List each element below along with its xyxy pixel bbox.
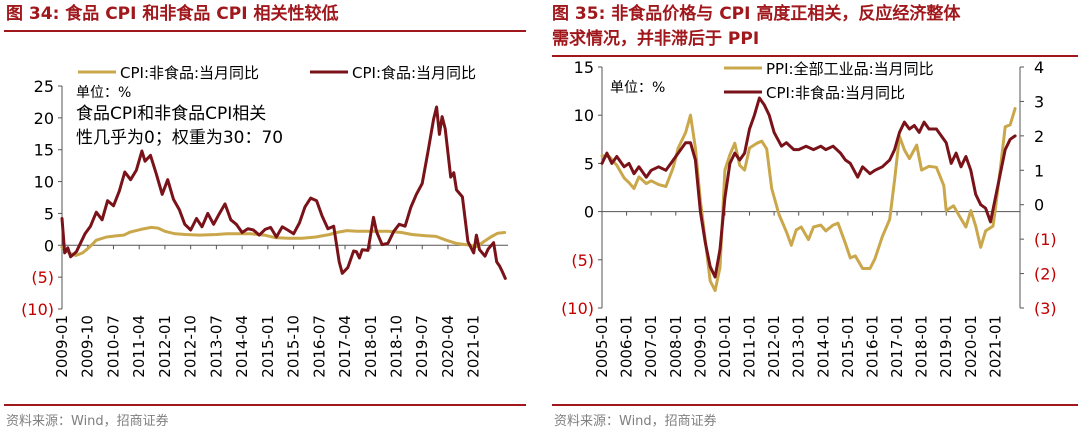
y-tick-label: 0 (584, 203, 594, 222)
legend-label-2: CPI:食品:当月同比 (352, 64, 476, 82)
figure-title: 图 34: 食品 CPI 和非食品 CPI 相关性较低 (6, 4, 339, 24)
y-tick-label: 5 (584, 154, 594, 173)
correlation-note-line-2: 性几乎为0；权重为30：70 (76, 128, 283, 148)
x-tick-label: 2013-01 (790, 315, 808, 378)
x-tick-label: 2015-01 (839, 315, 857, 378)
x-tick-label: 2012-01 (765, 315, 783, 378)
y2-tick-label: 4 (1034, 58, 1044, 77)
x-tick-label: 2011-01 (741, 315, 759, 378)
source-rule (4, 404, 526, 406)
x-tick-label: 2008-01 (667, 315, 685, 378)
y-tick-label: (10) (561, 299, 594, 318)
x-tick-label: 2011-04 (130, 315, 148, 378)
y2-tick-label: (1) (1034, 230, 1057, 249)
y-tick-label: 10 (574, 106, 594, 125)
y-tick-label: (5) (571, 251, 594, 270)
x-tick-label: 2021-01 (986, 315, 1004, 378)
figure-title-line-1: 图 35: 非食品价格与 CPI 高度正相关，反应经济整体 (552, 4, 961, 24)
y-tick-label: (5) (31, 268, 54, 287)
y2-tick-label: 0 (1034, 196, 1044, 215)
x-tick-label: 2021-01 (465, 315, 483, 378)
x-tick-label: 2006-01 (618, 315, 636, 378)
y-tick-label: 25 (34, 77, 54, 96)
x-tick-label: 2009-01 (53, 315, 71, 378)
y2-tick-label: 2 (1034, 127, 1044, 146)
x-tick-label: 2017-04 (336, 315, 354, 378)
series-line-1 (60, 225, 507, 257)
y-tick-label: 15 (574, 58, 594, 77)
x-tick-label: 2005-01 (593, 315, 611, 378)
y-tick-label: 20 (34, 109, 54, 128)
title-rule (4, 30, 526, 32)
x-tick-label: 2009-01 (691, 315, 709, 378)
x-tick-label: 2010-01 (716, 315, 734, 378)
source-note: 资料来源：Wind，招商证券 (554, 414, 717, 429)
y2-tick-label: (2) (1034, 265, 1057, 284)
figure-title-line-2: 需求情况，并非滞后于 PPI (552, 29, 760, 49)
y-tick-label: 15 (34, 141, 54, 160)
x-tick-label: 2014-01 (814, 315, 832, 378)
series-line-2 (60, 105, 507, 280)
x-tick-label: 2018-10 (388, 315, 406, 378)
legend-label-2: CPI:非食品:当月同比 (766, 84, 905, 102)
x-tick-label: 2019-01 (937, 315, 955, 378)
x-tick-label: 2014-04 (233, 315, 251, 378)
x-tick-label: 2018-01 (362, 315, 380, 378)
y-tick-label: 0 (44, 236, 54, 255)
series-line-2 (600, 96, 1017, 279)
x-tick-label: 2020-04 (439, 315, 457, 378)
legend-label-1: PPI:全部工业品:当月同比 (766, 60, 934, 78)
x-tick-label: 2013-07 (207, 315, 225, 378)
y-tick-label: (10) (21, 300, 54, 319)
y-tick-label: 5 (44, 204, 54, 223)
x-tick-label: 2012-10 (182, 315, 200, 378)
y2-tick-label: 3 (1034, 92, 1044, 111)
y2-tick-label: (3) (1034, 299, 1057, 318)
figure-34: 图 34: 食品 CPI 和非食品 CPI 相关性较低 25 20 15 10 5 0 (5… (0, 0, 530, 433)
legend-label-1: CPI:非食品:当月同比 (120, 64, 259, 82)
x-tick-label: 2019-07 (413, 315, 431, 378)
x-tick-label: 2012-01 (156, 315, 174, 378)
source-rule (552, 404, 1078, 406)
x-tick-label: 2020-01 (962, 315, 980, 378)
x-tick-label: 2007-01 (642, 315, 660, 378)
x-tick-label: 2009-10 (79, 315, 97, 378)
x-tick-label: 2016-01 (863, 315, 881, 378)
unit-note: 单位：% (76, 85, 131, 101)
correlation-note-line-1: 食品CPI和非食品CPI相关 (76, 104, 266, 124)
x-tick-label: 2016-07 (310, 315, 328, 378)
unit-note: 单位：% (610, 80, 665, 96)
x-tick-label: 2017-01 (888, 315, 906, 378)
source-note: 资料来源：Wind，招商证券 (6, 414, 169, 429)
x-tick-label: 2015-10 (285, 315, 303, 378)
title-rule (552, 55, 1078, 57)
y2-tick-label: 1 (1034, 161, 1044, 180)
chart-food-vs-nonfood-cpi: 25 20 15 10 5 0 (5) (10)2009-01 2009-10 2010-07 20… (21, 64, 508, 378)
x-tick-label: 2018-01 (913, 315, 931, 378)
figure-35: 图 35: 非食品价格与 CPI 高度正相关，反应经济整体 需求情况，并非滞后于… (548, 0, 1080, 433)
x-tick-label: 2015-01 (259, 315, 277, 378)
x-tick-label: 2010-07 (104, 315, 122, 378)
y-tick-label: 10 (34, 173, 54, 192)
series-line-1 (600, 107, 1017, 293)
